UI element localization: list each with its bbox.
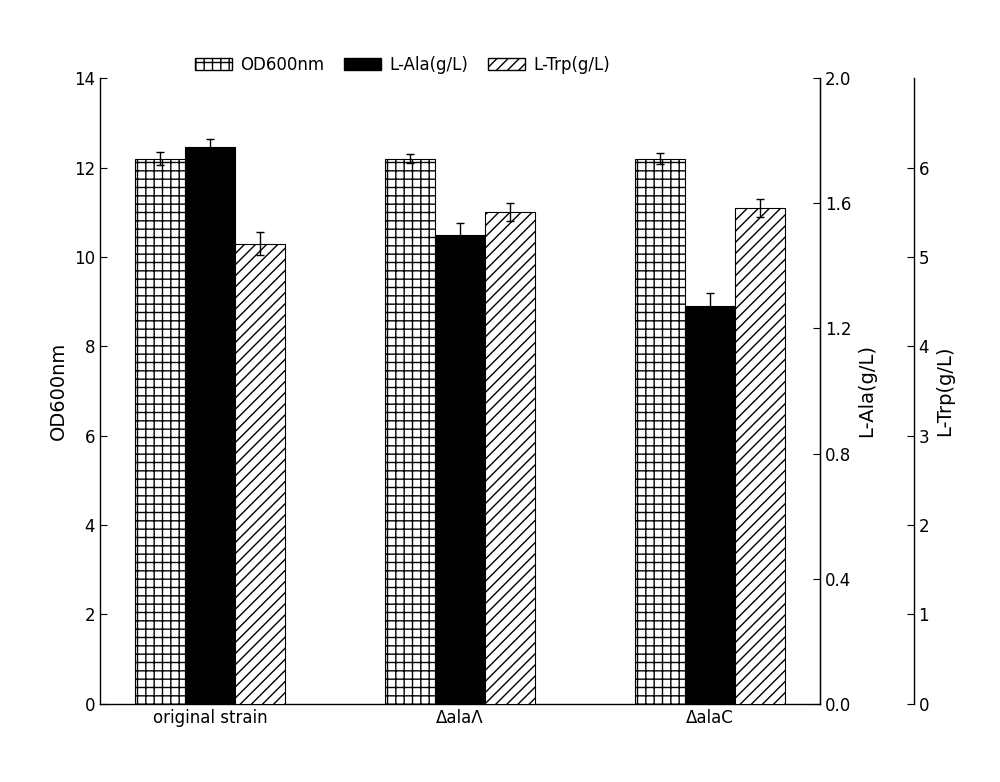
Bar <box>485 212 535 704</box>
Bar <box>685 306 735 704</box>
Bar <box>385 159 435 704</box>
Bar <box>185 148 235 704</box>
Bar <box>635 159 685 704</box>
Y-axis label: L-Ala(g/L): L-Ala(g/L) <box>857 345 876 437</box>
Bar <box>735 208 785 704</box>
Y-axis label: L-Trp(g/L): L-Trp(g/L) <box>935 346 954 436</box>
Legend: OD600nm, L-Ala(g/L), L-Trp(g/L): OD600nm, L-Ala(g/L), L-Trp(g/L) <box>188 49 616 81</box>
Bar <box>135 159 185 704</box>
Bar <box>235 243 285 704</box>
Y-axis label: OD600nm: OD600nm <box>49 342 68 440</box>
Bar <box>435 235 485 704</box>
